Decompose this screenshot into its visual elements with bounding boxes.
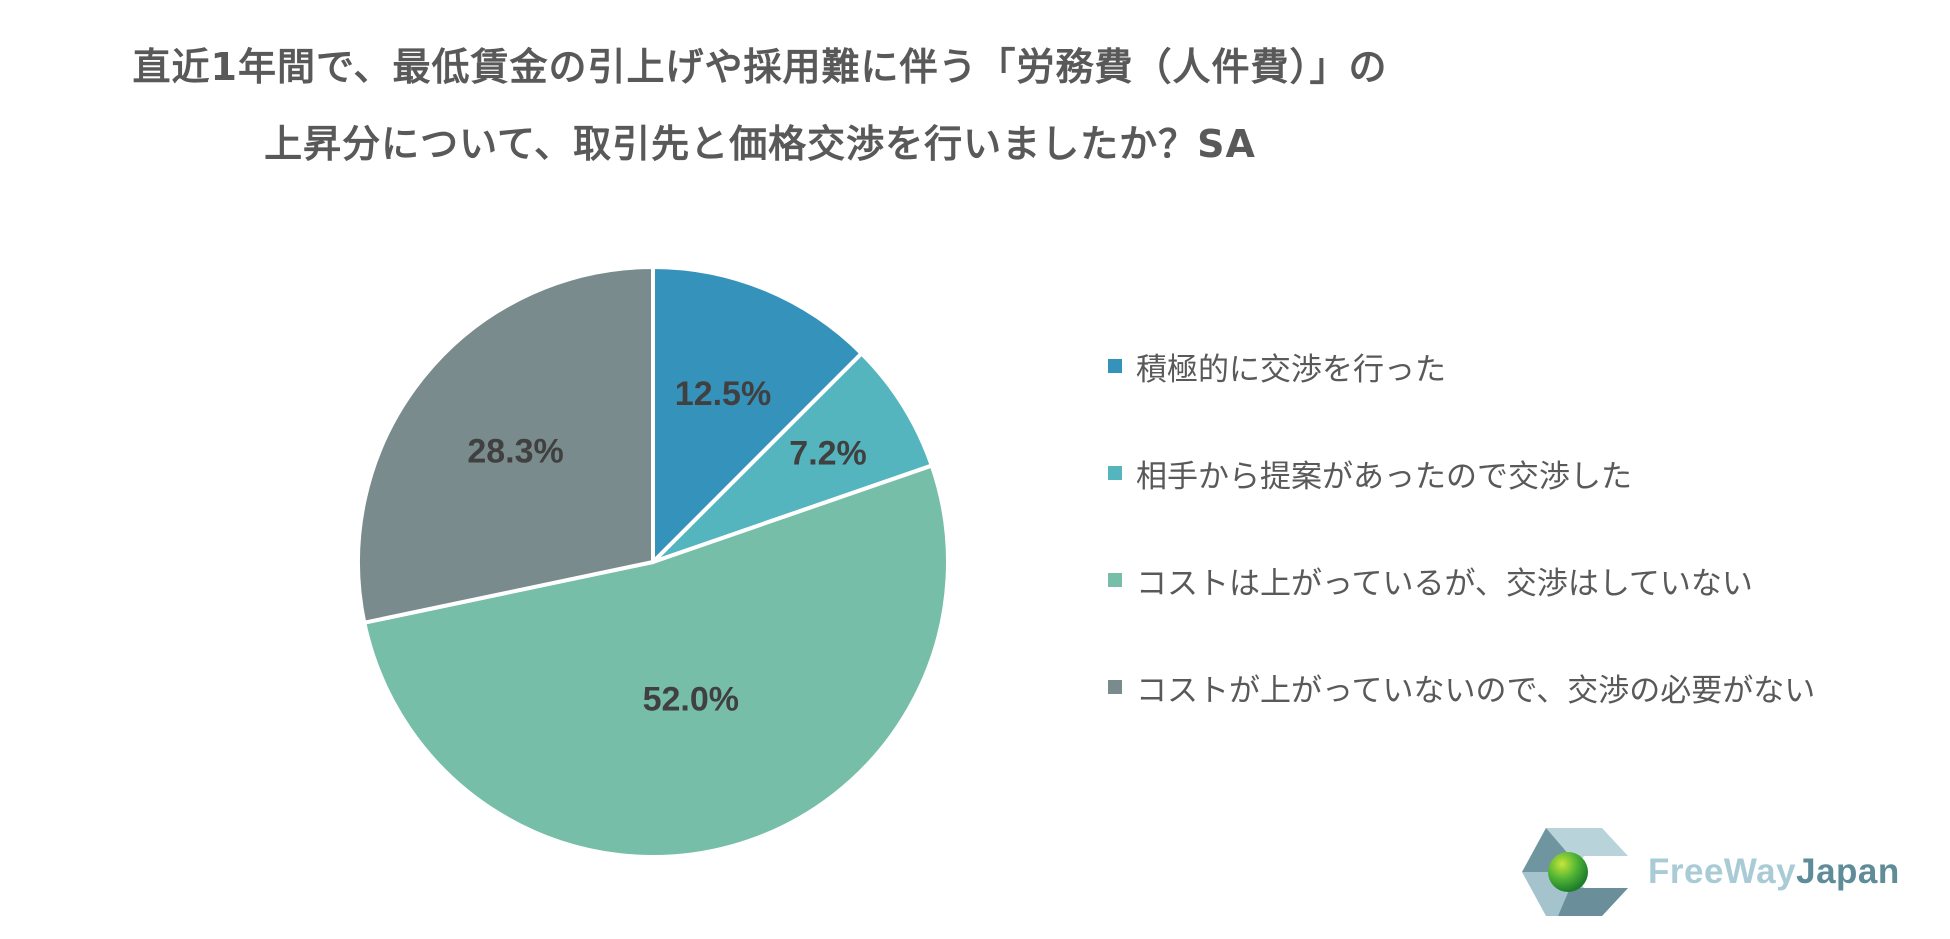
slice-percent-label: 7.2% <box>789 434 867 472</box>
pie-slice <box>356 265 655 625</box>
pie-labels: 12.5% 7.2% 52.0% 28.3% <box>467 375 866 718</box>
logo-wordmark: FreeWayJapan <box>1648 852 1900 891</box>
chart-title-line-1: 直近1年間で、最低賃金の引上げや採用難に伴う「労務費（人件費）」の <box>132 45 1388 89</box>
pie-slice <box>362 463 950 859</box>
legend-item: コストが上がっていないので、交渉の必要がない <box>1108 669 1815 709</box>
legend-swatch-icon <box>1108 466 1122 480</box>
legend-item: コストは上がっているが、交渉はしていない <box>1108 562 1815 602</box>
chart-title-line-2: 上昇分について、取引先と価格交渉を行いましたか？SA <box>264 122 1256 166</box>
legend-label: コストは上がっているが、交渉はしていない <box>1136 565 1753 602</box>
slice-percent-label: 52.0% <box>643 680 739 718</box>
pie-slices <box>356 265 950 859</box>
pie-slice <box>651 351 934 564</box>
legend-label: 相手から提案があったので交渉した <box>1136 458 1632 495</box>
legend-swatch-icon <box>1108 573 1122 587</box>
legend-label: コストが上がっていないので、交渉の必要がない <box>1136 672 1816 709</box>
legend-label: 積極的に交渉を行った <box>1136 351 1446 388</box>
slice-percent-label: 28.3% <box>467 432 563 470</box>
slice-percent-label: 12.5% <box>675 375 771 413</box>
legend-swatch-icon <box>1108 680 1122 694</box>
legend-item: 相手から提案があったので交渉した <box>1108 455 1815 495</box>
hexagon-logo-icon <box>1522 828 1628 916</box>
legend-swatch-icon <box>1108 359 1122 373</box>
legend: 積極的に交渉を行った 相手から提案があったので交渉した コストは上がっているが、… <box>1108 348 1815 776</box>
legend-item: 積極的に交渉を行った <box>1108 348 1815 388</box>
pie-slice <box>651 265 864 564</box>
freewayjapan-logo: FreeWayJapan <box>1518 826 1900 918</box>
